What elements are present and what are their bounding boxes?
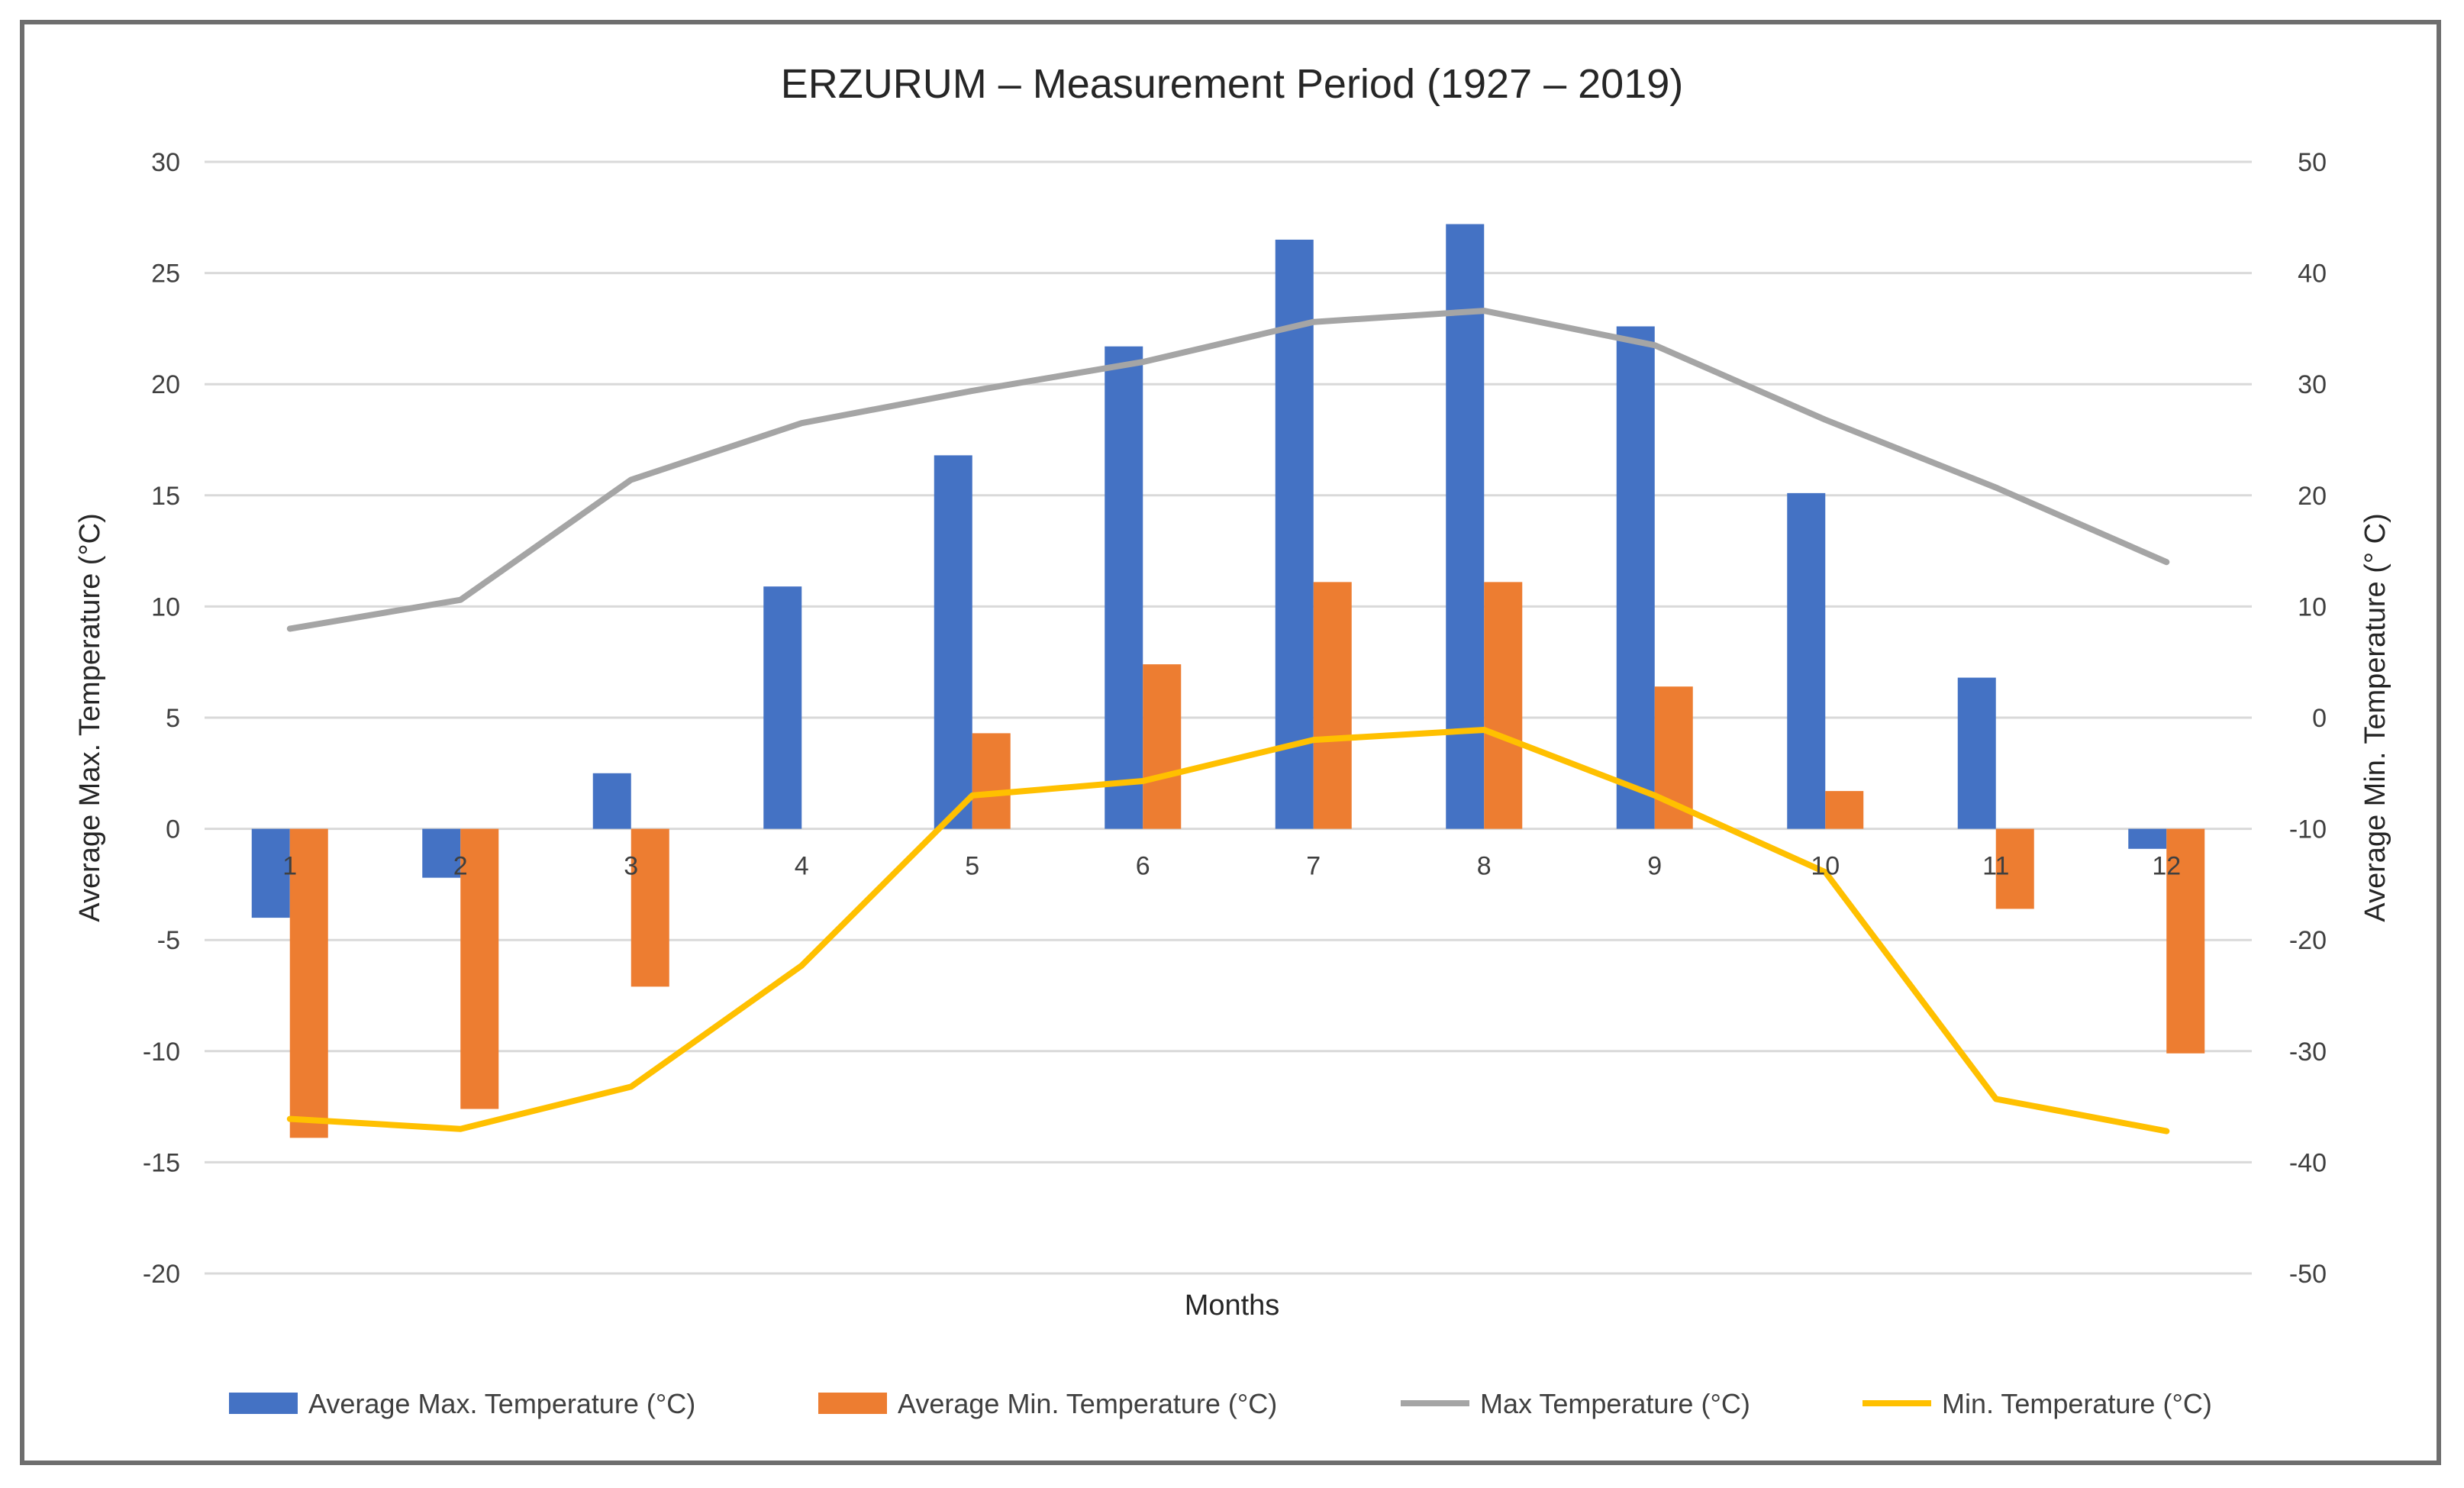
y-left-tick-label: 20 (151, 370, 180, 399)
y-axis-right-title: Average Min. Temperature (° C) (2359, 513, 2391, 922)
x-tick-label: 4 (795, 852, 809, 881)
gridlines (205, 160, 2252, 1275)
bar-avg-max (422, 828, 461, 878)
series-lines (286, 308, 2170, 1135)
bar-avg-max (1616, 326, 1655, 829)
bar-avg-max (1957, 677, 1996, 829)
x-tick-label: 5 (965, 852, 979, 881)
y-left-tick-label: -15 (143, 1148, 180, 1177)
bar-avg-min (1995, 828, 2034, 909)
legend-swatch (818, 1393, 887, 1414)
bar-avg-max (1275, 239, 1314, 829)
legend-label: Average Max. Temperature (°C) (308, 1388, 695, 1419)
x-tick-label: 6 (1136, 852, 1150, 881)
y-right-tick-label: -50 (2289, 1260, 2327, 1289)
y-left-tick-label: 0 (166, 815, 180, 844)
x-tick-label: 11 (1982, 852, 2009, 881)
legend-label: Max Temperature (°C) (1480, 1388, 1750, 1419)
y-right-tick-label: 20 (2298, 482, 2327, 511)
x-tick-label: 12 (2152, 852, 2181, 881)
x-tick-label: 8 (1477, 852, 1492, 881)
bar-avg-min (1143, 664, 1182, 829)
y-left-tick-label: 30 (151, 148, 180, 177)
bar-avg-min (2166, 828, 2205, 1054)
bar-avg-min (289, 828, 328, 1138)
y-left-tick-label: 5 (166, 704, 180, 733)
x-tick-label: 7 (1306, 852, 1321, 881)
y-right-tick-label: -20 (2289, 926, 2327, 955)
y-right-tick-label: -30 (2289, 1038, 2327, 1067)
y-left-tick-label: -20 (143, 1260, 180, 1289)
right-axis-ticks: -50 -40 -30 -20 -10 0 10 20 30 40 50 (2289, 148, 2327, 1289)
y-left-tick-label: 25 (151, 260, 180, 289)
y-left-tick-label: 15 (151, 482, 180, 511)
bar-avg-max (1787, 492, 1826, 829)
line-min-temperature (286, 727, 2170, 1135)
legend: Average Max. Temperature (°C) Average Min… (229, 1388, 2212, 1419)
legend-label: Min. Temperature (°C) (1942, 1388, 2212, 1419)
bar-avg-max (251, 828, 290, 918)
bar-avg-max (1105, 346, 1143, 829)
bar-avg-min (1313, 582, 1352, 829)
y-axis-left-title: Average Max. Temperature (°C) (74, 513, 106, 922)
y-left-tick-label: -5 (157, 926, 180, 955)
x-tick-label: 10 (1811, 852, 1840, 881)
y-left-tick-label: -10 (143, 1038, 180, 1067)
y-right-tick-label: 50 (2298, 148, 2327, 177)
x-axis-title: Months (1185, 1289, 1280, 1322)
x-tick-label: 1 (282, 852, 297, 881)
y-right-tick-label: 40 (2298, 260, 2327, 289)
x-tick-labels: 1 2 3 4 5 6 7 8 9 10 11 12 (282, 852, 2181, 881)
bar-avg-max (592, 773, 631, 829)
bar-avg-min (460, 828, 499, 1109)
chart-title: ERZURUM – Measurement Period (1927 – 201… (781, 61, 1684, 107)
y-right-tick-label: -10 (2289, 815, 2327, 844)
x-tick-label: 2 (453, 852, 468, 881)
legend-label: Average Min. Temperature (°C) (898, 1388, 1277, 1419)
y-left-tick-label: 10 (151, 592, 180, 621)
x-tick-label: 3 (624, 852, 638, 881)
bar-avg-max (934, 455, 972, 829)
y-right-tick-label: 30 (2298, 370, 2327, 399)
y-right-tick-label: 0 (2312, 704, 2327, 733)
left-axis-ticks: -20 -15 -10 -5 0 5 10 15 20 25 30 (143, 148, 180, 1289)
bar-avg-max (2128, 828, 2167, 849)
bar-avg-max (763, 586, 802, 829)
chart-frame (20, 20, 2441, 1465)
x-tick-label: 9 (1647, 852, 1662, 881)
bar-avg-min (972, 733, 1011, 829)
legend-swatch (229, 1393, 298, 1414)
y-right-tick-label: 10 (2298, 592, 2327, 621)
bar-avg-min (1825, 791, 1864, 829)
bar-avg-min (631, 828, 669, 987)
bar-avg-min (1484, 582, 1523, 829)
y-right-tick-label: -40 (2289, 1148, 2327, 1177)
bars (251, 224, 2205, 1138)
line-max-temperature (286, 308, 2170, 632)
